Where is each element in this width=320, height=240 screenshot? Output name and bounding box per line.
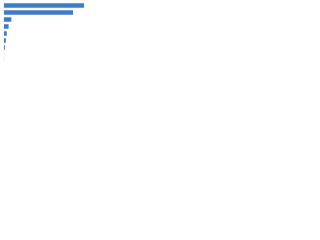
bar <box>4 31 7 36</box>
bar <box>4 24 9 29</box>
bar <box>4 17 12 22</box>
page: {"chart_data": {"type": "bar", "orientat… <box>0 0 100 71</box>
bar <box>4 3 85 8</box>
bar <box>4 10 73 15</box>
chart <box>3 2 85 62</box>
bar <box>4 45 5 50</box>
bar <box>4 38 6 43</box>
